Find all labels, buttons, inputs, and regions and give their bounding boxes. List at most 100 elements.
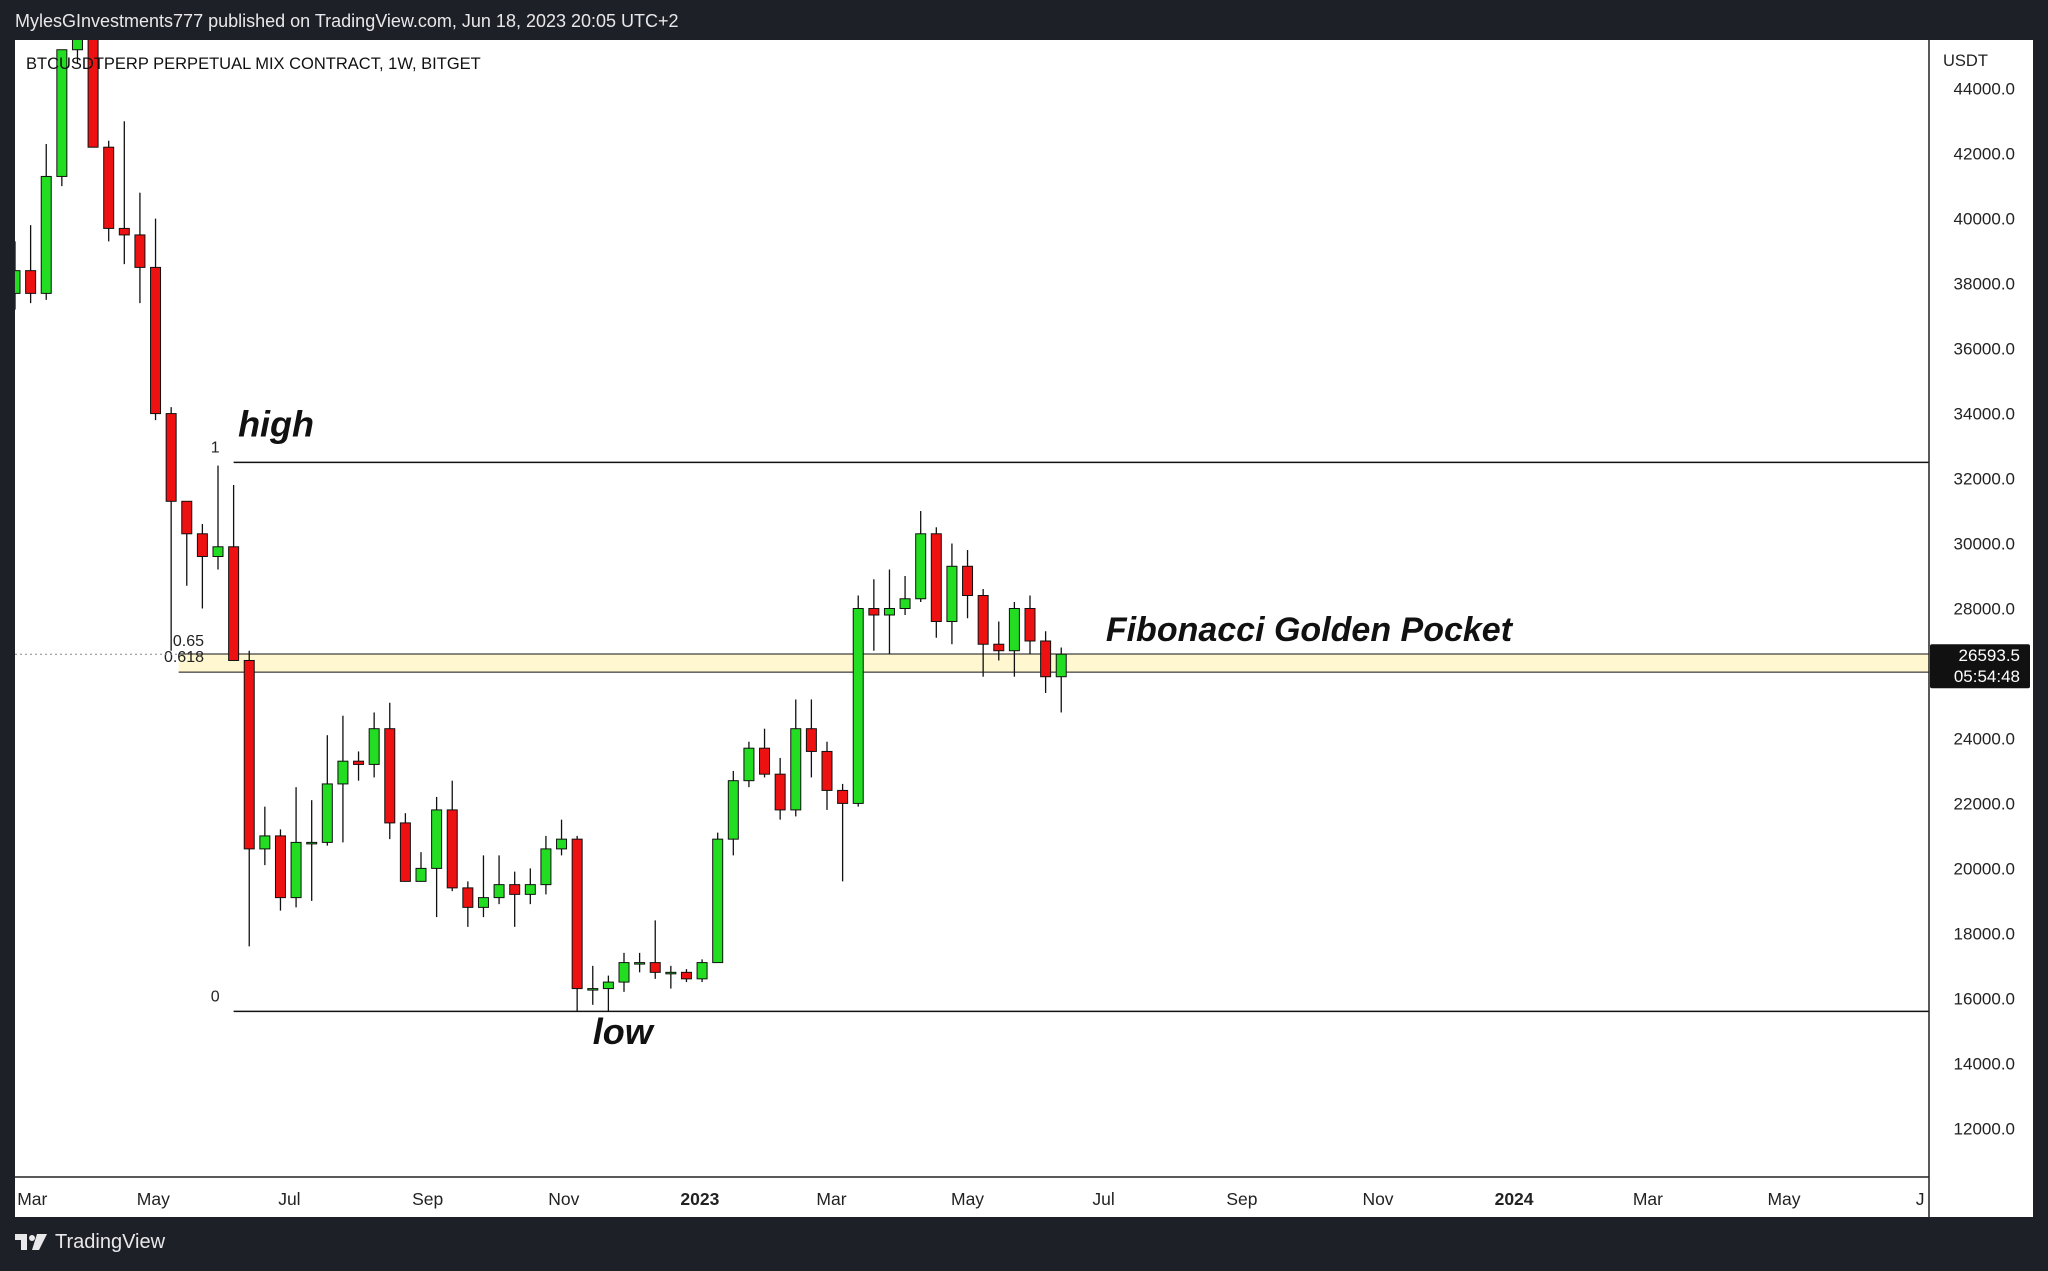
price-tick-label: 28000.0 bbox=[1954, 600, 2015, 619]
candle-body bbox=[103, 146, 115, 229]
candle-body bbox=[431, 809, 443, 869]
candle-body bbox=[540, 848, 552, 886]
candle-body bbox=[228, 546, 240, 661]
chart-annotation: low bbox=[593, 1011, 655, 1052]
candle-body bbox=[87, 40, 99, 148]
published-by-text: MylesGInvestments777 published on Tradin… bbox=[15, 11, 679, 31]
chart-annotation: high bbox=[238, 403, 314, 444]
candle-body bbox=[524, 884, 536, 895]
candle-body bbox=[462, 887, 474, 908]
candle-body bbox=[181, 500, 193, 535]
candle-body bbox=[196, 533, 208, 558]
candle-body bbox=[852, 608, 864, 804]
chart-annotation: Fibonacci Golden Pocket bbox=[1106, 611, 1514, 649]
candle-body bbox=[680, 971, 692, 980]
candle-body bbox=[696, 962, 708, 980]
candle-body bbox=[1055, 653, 1067, 678]
price-tick-label: 14000.0 bbox=[1954, 1054, 2015, 1073]
candle-body bbox=[25, 270, 37, 294]
candle-body bbox=[930, 533, 942, 622]
candle-body bbox=[1024, 608, 1036, 642]
candle-body bbox=[321, 783, 333, 843]
time-tick-label: Nov bbox=[1362, 1189, 1393, 1209]
time-tick-label: 2023 bbox=[680, 1189, 719, 1209]
candle-body bbox=[899, 598, 911, 609]
candle-body bbox=[15, 270, 21, 294]
candle-body bbox=[415, 867, 427, 882]
time-tick-label: Jul bbox=[278, 1189, 300, 1209]
candle-body bbox=[118, 227, 130, 236]
candle-body bbox=[634, 962, 646, 965]
candle-body bbox=[290, 841, 302, 899]
chart-panel[interactable]: 0.65 0.618 1 0 high low Fibonacci Golden Poc… bbox=[15, 40, 2033, 1217]
price-tick-label: 22000.0 bbox=[1954, 794, 2015, 813]
candle-body bbox=[743, 747, 755, 782]
candle-body bbox=[602, 981, 614, 990]
time-tick-label: Mar bbox=[17, 1189, 47, 1209]
candle-body bbox=[212, 546, 224, 558]
candle-body bbox=[868, 608, 880, 616]
candle-body bbox=[71, 40, 83, 51]
candle-body bbox=[587, 988, 599, 991]
time-tick-label: Jul bbox=[1092, 1189, 1114, 1209]
time-tick-label: Sep bbox=[412, 1189, 443, 1209]
candle-body bbox=[774, 773, 786, 811]
price-tick-label: 30000.0 bbox=[1954, 535, 2015, 554]
tradingview-brand[interactable]: TradingView bbox=[15, 1231, 165, 1254]
candle-body bbox=[759, 747, 771, 775]
candle-body bbox=[56, 49, 68, 177]
candle-body bbox=[477, 897, 489, 908]
candle-body bbox=[962, 565, 974, 597]
candle-body bbox=[509, 884, 521, 895]
time-tick-label: Mar bbox=[1633, 1189, 1663, 1209]
time-tick-label: May bbox=[1767, 1189, 1800, 1209]
candle-body bbox=[493, 884, 505, 899]
price-tick-label: 44000.0 bbox=[1954, 80, 2015, 99]
candle-body bbox=[306, 841, 318, 845]
candle-body bbox=[649, 962, 661, 973]
tradingview-brand-label: TradingView bbox=[55, 1231, 166, 1253]
candle-body bbox=[915, 533, 927, 600]
candle-body bbox=[821, 750, 833, 791]
time-tick-label: J bbox=[1916, 1189, 1925, 1209]
candle-body bbox=[368, 728, 380, 765]
candle-body bbox=[665, 971, 677, 975]
fib-level-label: 0.65 bbox=[173, 633, 204, 650]
candle-body bbox=[556, 838, 568, 850]
last-price-label: 26593.5 bbox=[1959, 646, 2020, 665]
candle-body bbox=[274, 835, 286, 899]
candle-body bbox=[993, 643, 1005, 652]
candle-body bbox=[165, 413, 177, 502]
candle-body bbox=[259, 835, 271, 850]
price-tick-label: 36000.0 bbox=[1954, 340, 2015, 359]
fib-level-label: 0 bbox=[211, 988, 220, 1005]
candle-body bbox=[790, 728, 802, 811]
candlestick-chart[interactable]: 0.650.618 1 0 high low Fibonacci Golden Poc… bbox=[15, 40, 2033, 1217]
fib-level-label: 0.618 bbox=[164, 649, 204, 666]
price-tick-label: 20000.0 bbox=[1954, 859, 2015, 878]
price-tick-label: 12000.0 bbox=[1954, 1119, 2015, 1138]
price-tick-label: 18000.0 bbox=[1954, 924, 2015, 943]
symbol-label: BTCUSDTPERP PERPETUAL MIX CONTRACT, 1W, … bbox=[26, 55, 481, 73]
golden-pocket-zone bbox=[178, 653, 1929, 673]
price-tick-label: 42000.0 bbox=[1954, 145, 2015, 164]
candle-body bbox=[727, 780, 739, 840]
time-tick-label: 2024 bbox=[1495, 1189, 1534, 1209]
candle-body bbox=[243, 659, 255, 850]
candle-body bbox=[150, 266, 162, 415]
candle-body bbox=[134, 234, 146, 268]
candle-body bbox=[946, 565, 958, 622]
candle-body bbox=[384, 728, 396, 824]
candle-body bbox=[618, 962, 630, 983]
candle-body bbox=[353, 760, 365, 765]
price-tick-label: 24000.0 bbox=[1954, 729, 2015, 748]
price-tick-label: 32000.0 bbox=[1954, 470, 2015, 489]
publish-header: MylesGInvestments777 published on Tradin… bbox=[0, 0, 2048, 40]
tradingview-logo-icon bbox=[15, 1233, 47, 1250]
candle-body bbox=[571, 838, 583, 990]
price-tick-label: 40000.0 bbox=[1954, 210, 2015, 229]
price-tick-label: 34000.0 bbox=[1954, 405, 2015, 424]
time-tick-label: Mar bbox=[816, 1189, 846, 1209]
candle-body bbox=[805, 728, 817, 752]
candle-body bbox=[712, 838, 724, 964]
